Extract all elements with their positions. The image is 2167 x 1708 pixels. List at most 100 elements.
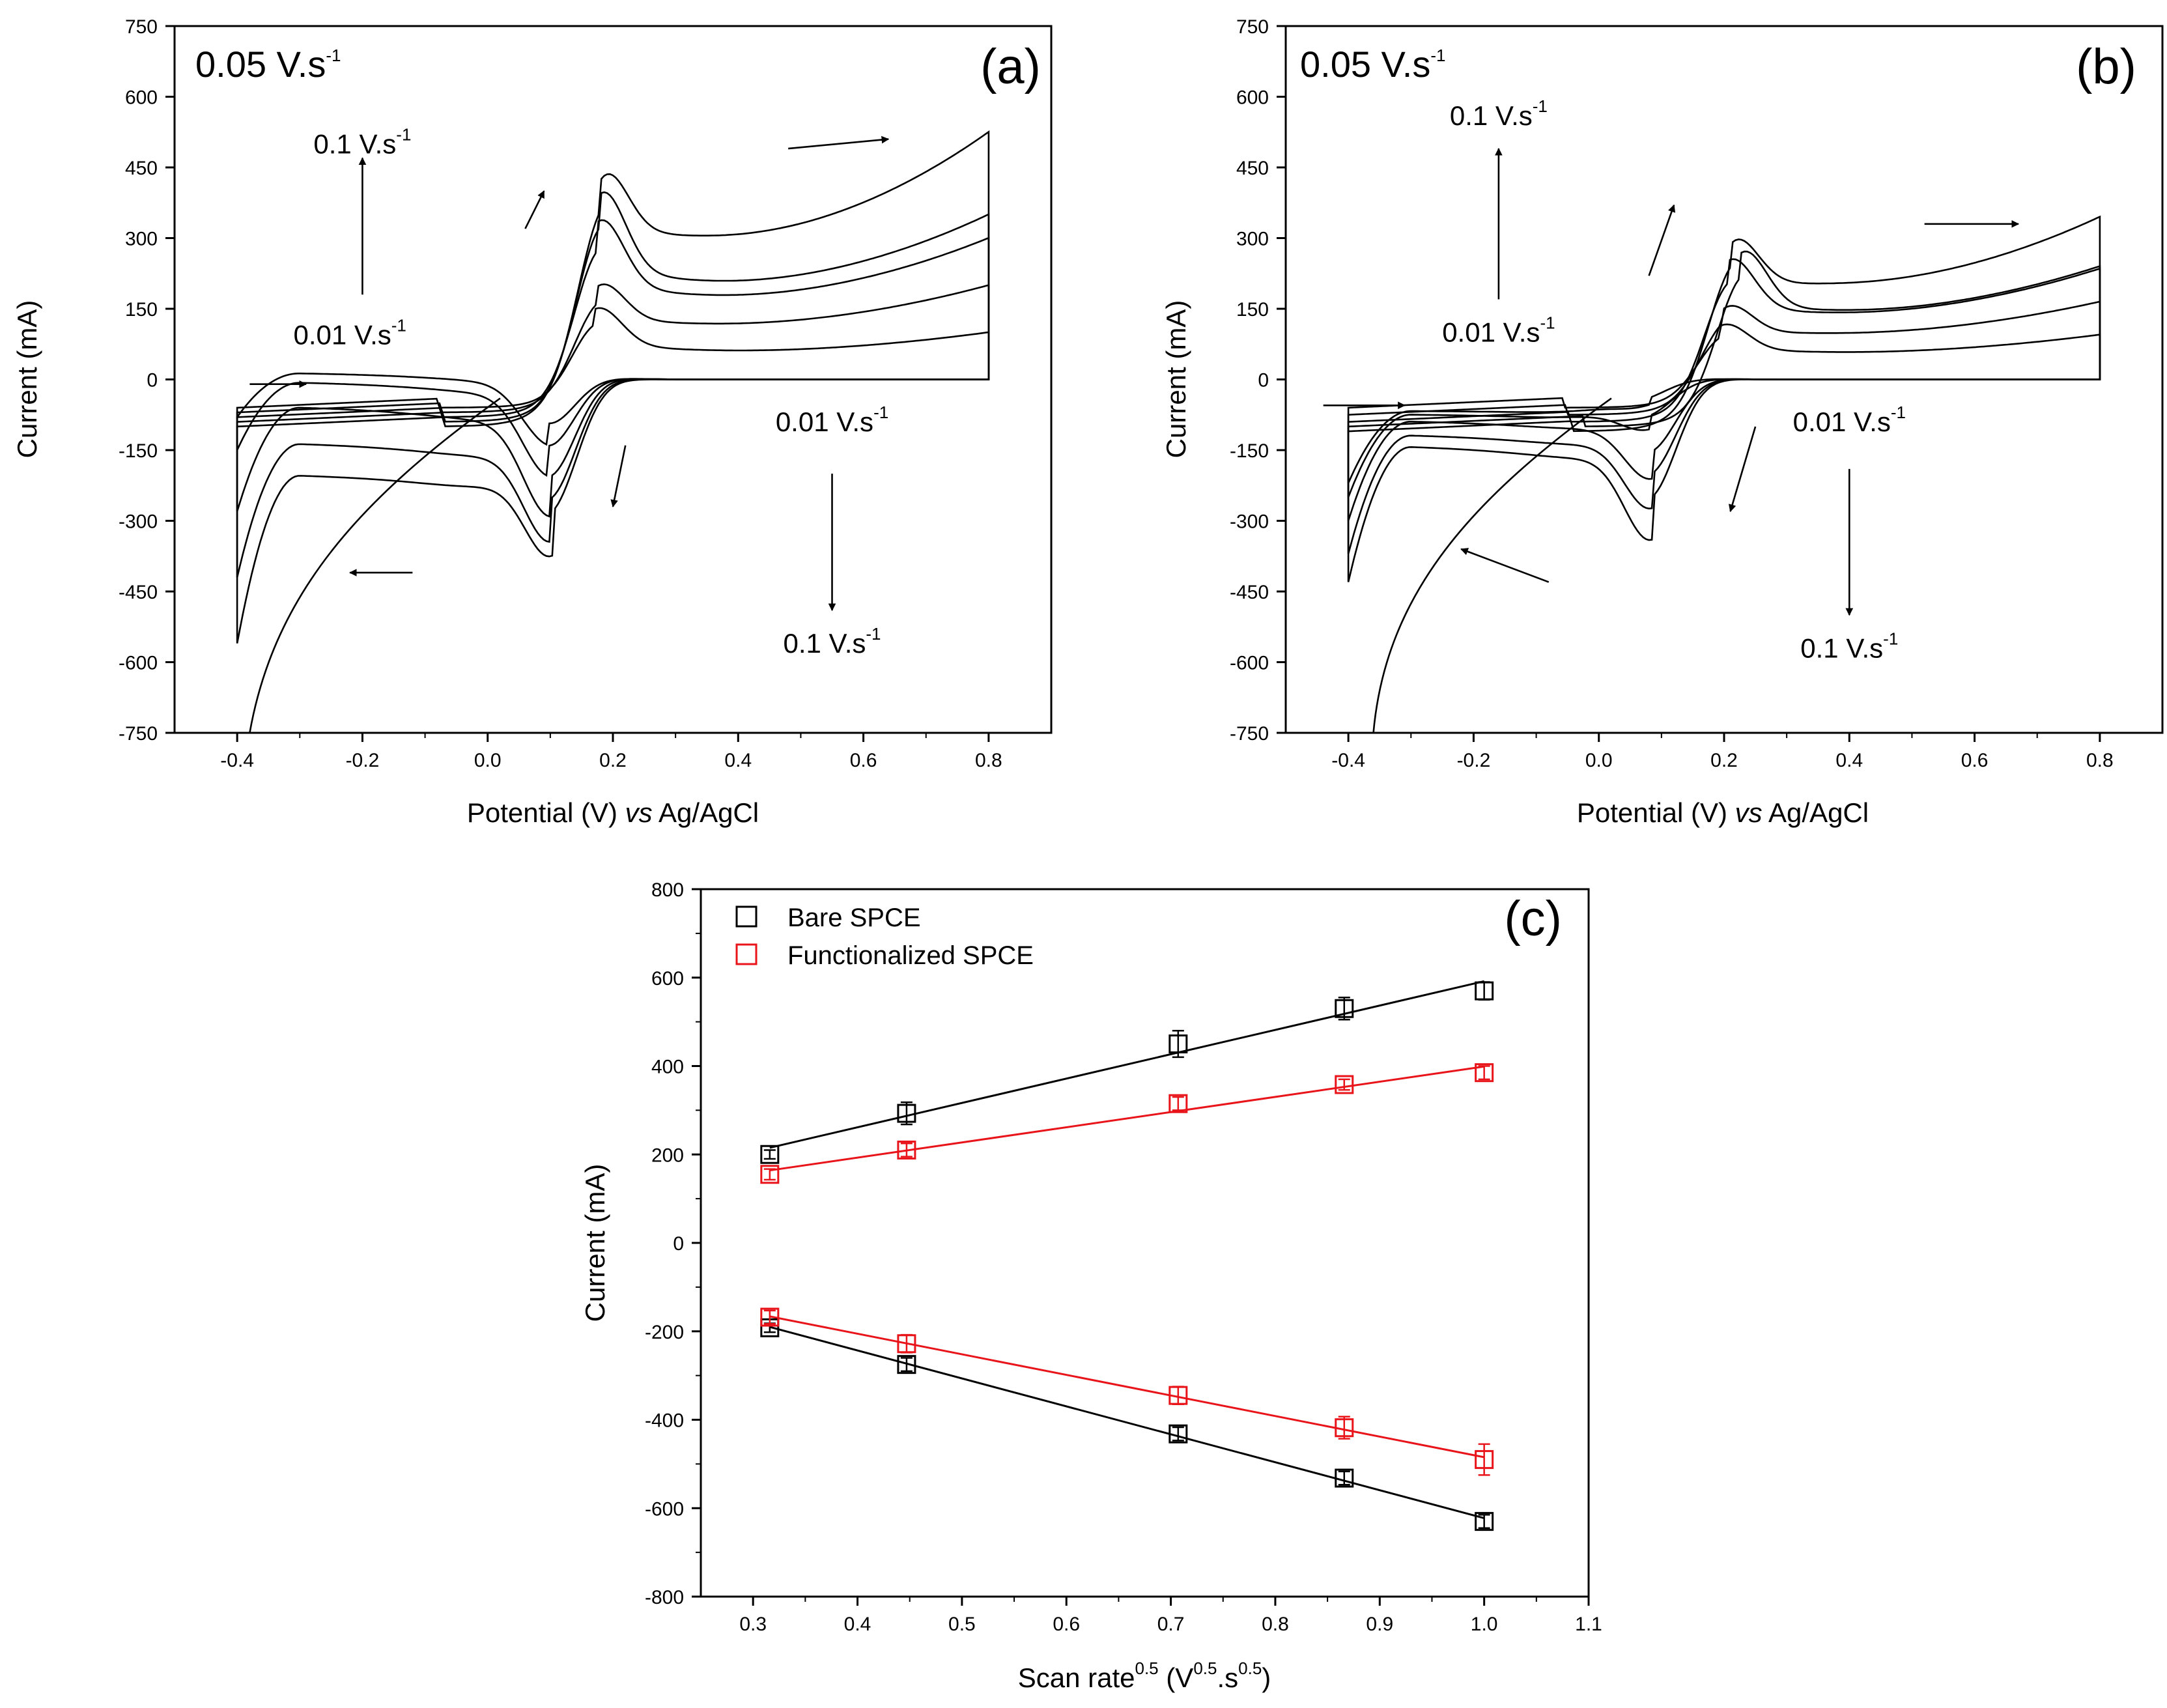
b-annotation-0: 0.1 V.s-1 bbox=[1450, 96, 1548, 131]
c-point-anodic-1 bbox=[760, 1165, 780, 1184]
c-ytick-label: -800 bbox=[645, 1587, 684, 1608]
a-xlabel: Potential (V) vs Ag/AgCl bbox=[467, 797, 759, 828]
a-direction-arrow-6 bbox=[610, 445, 627, 507]
a-cv-initial-sweep bbox=[249, 397, 501, 733]
c-point-anodic-1 bbox=[1475, 1063, 1494, 1083]
a-annotation-0: 0.1 V.s-1 bbox=[313, 124, 411, 159]
c-xtick-label: 1.0 bbox=[1471, 1614, 1498, 1635]
c-panel-letter: (c) bbox=[1504, 891, 1562, 947]
b-ytick-label: 750 bbox=[1236, 16, 1269, 38]
a-ytick-label: -300 bbox=[119, 511, 158, 533]
b-annotations: 0.1 V.s-1 0.01 V.s-1 0.01 V.s-1 0.1 V.s-1 bbox=[1442, 96, 1906, 663]
a-ytick-label: 150 bbox=[125, 299, 158, 320]
c-point-anodic-0 bbox=[760, 1145, 780, 1164]
c-fit-anodic-1 bbox=[769, 1065, 1484, 1172]
b-annotation-3: 0.1 V.s-1 bbox=[1800, 629, 1898, 663]
legend-label-functionalized: Functionalized SPCE bbox=[787, 941, 1034, 970]
c-point-cathodic-1 bbox=[1168, 1386, 1188, 1405]
c-fit-cathodic-1 bbox=[769, 1315, 1484, 1459]
legend-label-bare: Bare SPCE bbox=[787, 904, 921, 932]
c-xtick-label: 0.3 bbox=[739, 1614, 767, 1635]
panel-b: -0.4 -0.2 0.0 0.2 0.4 0.6 0.8 -750 -600 -450 -300 -… bbox=[1161, 16, 2164, 828]
a-direction-arrow-4 bbox=[524, 190, 545, 229]
b-ytick-label: -150 bbox=[1230, 440, 1269, 462]
c-fit-cathodic-0 bbox=[769, 1326, 1485, 1520]
c-fit-anodic-0 bbox=[769, 980, 1484, 1149]
c-xtick-label: 0.7 bbox=[1157, 1614, 1185, 1635]
b-direction-arrow-3 bbox=[1460, 548, 1550, 583]
b-ytick-label: 0 bbox=[1258, 370, 1269, 391]
c-point-anodic-1 bbox=[1335, 1075, 1354, 1094]
a-ytick-label: 450 bbox=[125, 158, 158, 179]
b-xtick-label: 0.6 bbox=[1961, 750, 1989, 771]
c-ytick-label: -400 bbox=[645, 1410, 684, 1432]
a-xtick-label: 0.0 bbox=[474, 750, 502, 771]
a-scan-rate-title: 0.05 V.s-1 bbox=[195, 44, 341, 85]
c-ytick-label: 200 bbox=[651, 1145, 684, 1166]
c-xtick-label: 0.6 bbox=[1053, 1614, 1080, 1635]
a-ytick-label: 300 bbox=[125, 229, 158, 250]
a-ytick-label: -150 bbox=[119, 440, 158, 462]
b-cv-curve-4 bbox=[1347, 215, 2101, 582]
b-xtick-label: 0.8 bbox=[2086, 750, 2114, 771]
a-xtick-label: 0.4 bbox=[724, 750, 752, 771]
a-xtick-label: -0.2 bbox=[346, 750, 380, 771]
c-point-cathodic-1 bbox=[760, 1307, 780, 1327]
a-ytick-label: 600 bbox=[125, 87, 158, 109]
a-direction-arrow-5 bbox=[788, 135, 890, 150]
a-ylabel: Current (mA) bbox=[12, 300, 42, 459]
c-points bbox=[760, 981, 1494, 1531]
a-cv-curve-4 bbox=[236, 130, 990, 644]
b-direction-arrow-4 bbox=[1648, 204, 1676, 276]
a-annotations: 0.1 V.s-1 0.01 V.s-1 0.01 V.s-1 0.1 V.s-1 bbox=[294, 124, 889, 659]
c-point-cathodic-1 bbox=[1335, 1418, 1354, 1438]
b-xtick-label: -0.2 bbox=[1457, 750, 1491, 771]
b-ytick-label: 150 bbox=[1236, 299, 1269, 320]
b-cv-initial-sweep bbox=[1372, 397, 1612, 733]
c-point-cathodic-0 bbox=[1475, 1512, 1494, 1531]
b-ytick-label: -600 bbox=[1230, 653, 1269, 674]
c-ylabel: Current (mA) bbox=[580, 1164, 610, 1322]
c-xtick-label: 0.5 bbox=[948, 1614, 976, 1635]
b-direction-arrow-6 bbox=[1728, 426, 1757, 513]
a-xtick-label: -0.4 bbox=[220, 750, 254, 771]
b-curves bbox=[1347, 215, 2101, 733]
c-point-anodic-1 bbox=[1168, 1094, 1188, 1113]
c-ytick-label: 600 bbox=[651, 968, 684, 989]
b-annotation-1: 0.01 V.s-1 bbox=[1442, 313, 1555, 348]
b-ylabel: Current (mA) bbox=[1161, 300, 1191, 459]
panel-a: -0.4 -0.2 0.0 0.2 0.4 0.6 0.8 -750 -600 -450 -300 -… bbox=[12, 16, 1053, 828]
b-ytick-label: -450 bbox=[1230, 582, 1269, 603]
b-arrows bbox=[1323, 147, 2020, 616]
b-xtick-label: -0.4 bbox=[1331, 750, 1365, 771]
c-point-anodic-0 bbox=[1168, 1034, 1188, 1054]
c-ytick-label: -200 bbox=[645, 1322, 684, 1343]
a-ytick-label: -450 bbox=[119, 582, 158, 603]
a-xtick-label: 0.2 bbox=[599, 750, 627, 771]
c-point-anodic-0 bbox=[1335, 999, 1354, 1018]
b-panel-letter: (b) bbox=[2076, 39, 2136, 94]
a-ticks: -0.4 -0.2 0.0 0.2 0.4 0.6 0.8 -750 -600 -450 -300 -… bbox=[119, 16, 1002, 771]
a-arrows bbox=[249, 135, 890, 612]
panel-c: 0.3 0.4 0.5 0.6 0.7 0.8 0.9 1.0 1.1 -800 -600 -400 -… bbox=[580, 879, 1602, 1693]
legend-marker-functionalized bbox=[735, 943, 758, 965]
a-annotation-2: 0.01 V.s-1 bbox=[776, 403, 888, 437]
b-annotation-2: 0.01 V.s-1 bbox=[1793, 403, 1906, 437]
c-point-cathodic-1 bbox=[897, 1334, 916, 1354]
c-legend: Bare SPCE Functionalized SPCE bbox=[735, 904, 1034, 970]
c-ytick-label: 0 bbox=[673, 1233, 684, 1255]
a-panel-letter: (a) bbox=[980, 39, 1041, 94]
b-xtick-label: 0.2 bbox=[1710, 750, 1738, 771]
a-xtick-label: 0.6 bbox=[850, 750, 877, 771]
a-curves bbox=[236, 130, 990, 733]
c-point-anodic-1 bbox=[897, 1140, 916, 1160]
c-point-cathodic-0 bbox=[1168, 1424, 1188, 1444]
b-xlabel: Potential (V) vs Ag/AgCl bbox=[1577, 797, 1869, 828]
b-ytick-label: 450 bbox=[1236, 158, 1269, 179]
c-xlabel: Scan rate0.5 (V0.5.s0.5) bbox=[1018, 1658, 1271, 1693]
a-ytick-label: 0 bbox=[147, 370, 158, 391]
c-xtick-label: 0.9 bbox=[1366, 1614, 1393, 1635]
c-xtick-label: 1.1 bbox=[1575, 1614, 1602, 1635]
a-xtick-label: 0.8 bbox=[975, 750, 1002, 771]
